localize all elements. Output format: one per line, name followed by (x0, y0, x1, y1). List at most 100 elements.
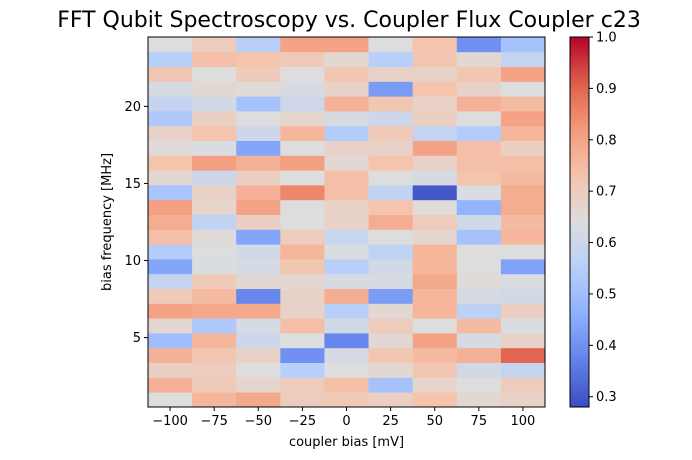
heatmap-cell (368, 51, 414, 67)
heatmap-cell (192, 96, 237, 112)
heatmap-cell (500, 347, 546, 363)
heatmap-cell (456, 333, 502, 349)
heatmap-cell (280, 37, 325, 53)
colorbar-tick-label: 0.4 (596, 339, 617, 354)
y-tick-label: 10 (124, 254, 141, 269)
heatmap-cell (412, 155, 458, 171)
heatmap-cell (500, 392, 546, 408)
heatmap-cell (324, 377, 369, 393)
heatmap-cell (456, 51, 502, 67)
heatmap-cell (280, 214, 325, 230)
heatmap-cell (368, 229, 414, 245)
heatmap-cell (324, 333, 369, 349)
heatmap-cell (148, 362, 193, 378)
heatmap-cell (324, 273, 369, 289)
heatmap-cell (412, 140, 458, 156)
heatmap-cell (236, 81, 281, 97)
heatmap-cell (280, 229, 325, 245)
heatmap-cell (368, 347, 414, 363)
heatmap-cell (236, 96, 281, 112)
heatmap-cell (148, 377, 193, 393)
x-tick-label: 50 (426, 414, 443, 429)
heatmap-cell (324, 81, 369, 97)
heatmap-cell (236, 392, 281, 408)
heatmap-cell (500, 66, 546, 82)
heatmap-cell (456, 362, 502, 378)
heatmap-cell (412, 81, 458, 97)
heatmap-cell (456, 229, 502, 245)
heatmap-cell (236, 140, 281, 156)
heatmap-cell (192, 229, 237, 245)
heatmap-cell (412, 288, 458, 304)
heatmap-cell (148, 140, 193, 156)
heatmap-cell (192, 303, 237, 319)
heatmap-cell (412, 333, 458, 349)
heatmap-cell (456, 96, 502, 112)
heatmap-cell (236, 333, 281, 349)
heatmap-cell (236, 303, 281, 319)
heatmap-cell (236, 66, 281, 82)
x-axis: −100 −75 −50 −25 0 25 50 75 100 (152, 407, 535, 429)
heatmap-cell (236, 288, 281, 304)
heatmap-cell (500, 288, 546, 304)
y-tick-label: 15 (124, 177, 141, 192)
heatmap-cell (456, 37, 502, 53)
heatmap-cell (148, 111, 193, 127)
heatmap-cell (192, 111, 237, 127)
heatmap-cell (192, 125, 237, 141)
heatmap-cell (324, 362, 369, 378)
colorbar-tick-label: 0.6 (596, 236, 617, 251)
heatmap-cell (412, 199, 458, 215)
heatmap-cell (412, 362, 458, 378)
x-tick-label: 25 (382, 414, 399, 429)
heatmap-cell (412, 229, 458, 245)
heatmap-cell (368, 259, 414, 275)
heatmap-cell (500, 125, 546, 141)
heatmap-cell (280, 333, 325, 349)
heatmap-cell (368, 140, 414, 156)
heatmap-cell (368, 214, 414, 230)
colorbar-ticks: 0.3 0.4 0.5 0.6 0.7 0.8 0.9 1.0 (589, 31, 617, 405)
colorbar-gradient (569, 36, 590, 408)
heatmap-cell (500, 81, 546, 97)
heatmap-cell (500, 303, 546, 319)
heatmap-cell (412, 51, 458, 67)
heatmap-cell (500, 377, 546, 393)
heatmap-cell (148, 229, 193, 245)
heatmap-cell (148, 347, 193, 363)
heatmap-cell (192, 185, 237, 201)
heatmap-cell (368, 199, 414, 215)
colorbar-tick-label: 1.0 (596, 31, 617, 46)
heatmap-cell (280, 392, 325, 408)
heatmap-cell (500, 51, 546, 67)
heatmap-cell (324, 392, 369, 408)
heatmap-cell (456, 111, 502, 127)
heatmap-cell (192, 199, 237, 215)
heatmap-cell (280, 273, 325, 289)
heatmap-cell (148, 273, 193, 289)
x-tick-label: −25 (289, 414, 316, 429)
heatmap-cell (236, 229, 281, 245)
heatmap-cell (456, 318, 502, 334)
heatmap-cell (456, 199, 502, 215)
colorbar-tick-label: 0.7 (596, 185, 617, 200)
heatmap-cell (236, 37, 281, 53)
heatmap-cell (236, 170, 281, 186)
heatmap-cell (280, 244, 325, 260)
heatmap-cell (280, 259, 325, 275)
heatmap-cell (236, 51, 281, 67)
heatmap-cell (324, 96, 369, 112)
heatmap-cell (368, 333, 414, 349)
heatmap-cell (236, 214, 281, 230)
heatmap-cell (192, 140, 237, 156)
heatmap-cell (500, 37, 546, 53)
heatmap-cell (368, 362, 414, 378)
heatmap-cell (192, 392, 237, 408)
heatmap-cell (280, 347, 325, 363)
heatmap-cell (148, 214, 193, 230)
heatmap-cell (192, 66, 237, 82)
heatmap-cell (368, 170, 414, 186)
heatmap-cell (500, 244, 546, 260)
heatmap-cell (500, 199, 546, 215)
